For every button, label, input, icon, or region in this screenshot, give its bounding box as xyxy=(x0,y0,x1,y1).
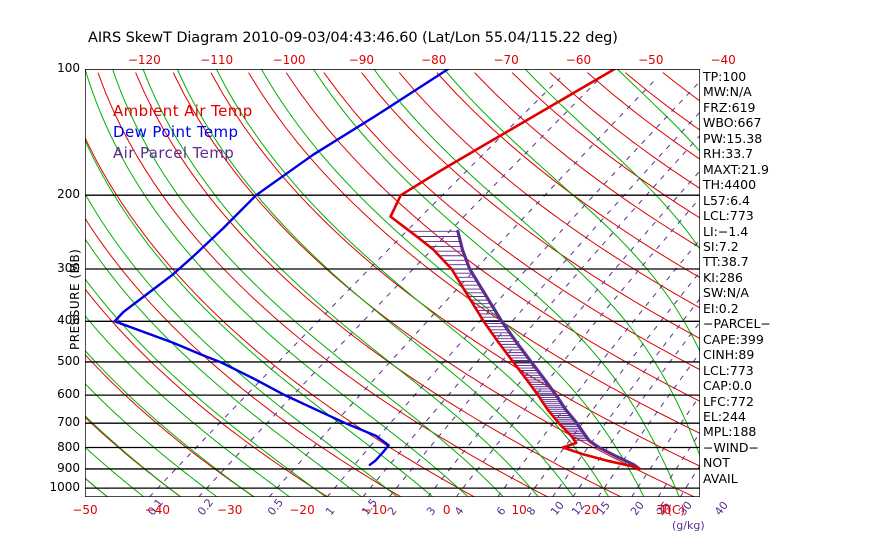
bottom-temp-tick-2: −30 xyxy=(217,503,243,517)
skewt-plot-area xyxy=(85,69,700,497)
legend-ambient-air-temp: Ambient Air Temp xyxy=(113,102,253,120)
bottom-temp-tick-4: −10 xyxy=(361,503,388,517)
index-row-15: EI:0.2 xyxy=(703,300,739,316)
index-row-19: LCL:773 xyxy=(703,362,754,378)
pressure-tick-0: 100 xyxy=(57,61,80,75)
index-row-16: −PARCEL− xyxy=(703,316,771,332)
bottom-temp-tick-8: 30 xyxy=(656,503,672,517)
pressure-tick-1: 200 xyxy=(57,187,80,202)
index-row-20: CAP:0.0 xyxy=(703,378,752,394)
mixing-ratio-lines xyxy=(148,77,700,497)
index-row-18: CINH:89 xyxy=(703,347,755,363)
pressure-axis-label: PRESSURE (MB) xyxy=(68,248,82,350)
index-row-8: L57:6.4 xyxy=(703,192,750,208)
top-temp-tick-2: −100 xyxy=(272,53,306,67)
index-row-13: KI:286 xyxy=(703,269,743,285)
index-row-25: NOT xyxy=(703,455,730,471)
pressure-tick-4: 500 xyxy=(57,353,80,368)
isobar-lines xyxy=(85,69,700,489)
index-row-10: LI:−1.4 xyxy=(703,223,749,239)
pressure-tick-2: 300 xyxy=(57,260,80,275)
index-row-0: TP:100 xyxy=(703,69,747,84)
index-row-9: LCL:773 xyxy=(703,208,754,224)
index-row-17: CAPE:399 xyxy=(703,331,764,347)
index-row-23: MPL:188 xyxy=(703,424,757,440)
temperature-axis-label: T(C) xyxy=(660,503,686,517)
index-row-11: SI:7.2 xyxy=(703,238,739,254)
index-row-24: −WIND− xyxy=(703,439,759,455)
index-row-3: WBO:667 xyxy=(703,115,762,131)
top-temp-tick-4: −80 xyxy=(421,53,447,67)
bottom-temp-tick-3: −20 xyxy=(289,503,315,517)
bottom-temp-tick-7: 20 xyxy=(583,503,600,517)
top-temp-tick-8: −40 xyxy=(710,53,736,67)
top-temp-tick-6: −60 xyxy=(565,53,592,67)
index-row-4: PW:15.38 xyxy=(703,130,763,146)
index-row-7: TH:4400 xyxy=(703,177,757,193)
top-temp-tick-1: −110 xyxy=(200,53,234,67)
pressure-tick-7: 800 xyxy=(57,439,80,454)
moist-adiabat-lines xyxy=(85,69,700,497)
top-temp-tick-5: −70 xyxy=(493,53,519,67)
skewt-plot-svg xyxy=(85,69,700,497)
bottom-temp-tick-6: 10 xyxy=(511,503,527,517)
bottom-temp-tick-0: −50 xyxy=(72,503,98,517)
pressure-tick-6: 700 xyxy=(57,415,80,430)
page-title: AIRS SkewT Diagram 2010-09-03/04:43:46.6… xyxy=(88,30,618,46)
mixing-ratio-tick-16: 40 xyxy=(711,498,731,519)
index-row-21: LFC:772 xyxy=(703,393,754,409)
pressure-tick-8: 900 xyxy=(57,460,80,475)
index-row-5: RH:33.7 xyxy=(703,146,754,162)
cape-hatch-region xyxy=(409,230,589,441)
top-temp-tick-7: −50 xyxy=(638,53,664,67)
index-row-2: FRZ:619 xyxy=(703,99,756,115)
index-row-12: TT:38.7 xyxy=(703,254,749,270)
index-row-14: SW:N/A xyxy=(703,285,749,301)
index-row-26: AVAIL xyxy=(703,470,738,486)
bottom-temp-tick-5: 0 xyxy=(442,503,451,517)
pressure-tick-5: 600 xyxy=(57,387,80,402)
pressure-tick-3: 400 xyxy=(57,313,80,328)
pressure-tick-9: 1000 xyxy=(49,480,80,495)
mixing-ratio-tick-10: 10 xyxy=(548,498,568,519)
top-temp-tick-0: −120 xyxy=(127,53,161,67)
index-row-22: EL:244 xyxy=(703,408,746,424)
top-temp-tick-3: −90 xyxy=(348,53,375,67)
index-row-1: MW:N/A xyxy=(703,84,752,100)
bottom-temp-tick-1: −40 xyxy=(144,503,170,517)
legend-air-parcel-temp: Air Parcel Temp xyxy=(113,144,235,162)
index-row-6: MAXT:21.9 xyxy=(703,161,769,177)
mixing-ratio-axis-label: (g/kg) xyxy=(672,519,705,532)
legend-dew-point-temp: Dew Point Temp xyxy=(113,123,239,141)
sounding-indices-panel: TP:100 MW:N/A FRZ:619 WBO:667 PW:15.38 RH:33.… xyxy=(703,69,868,486)
sounding-curves xyxy=(113,69,642,471)
